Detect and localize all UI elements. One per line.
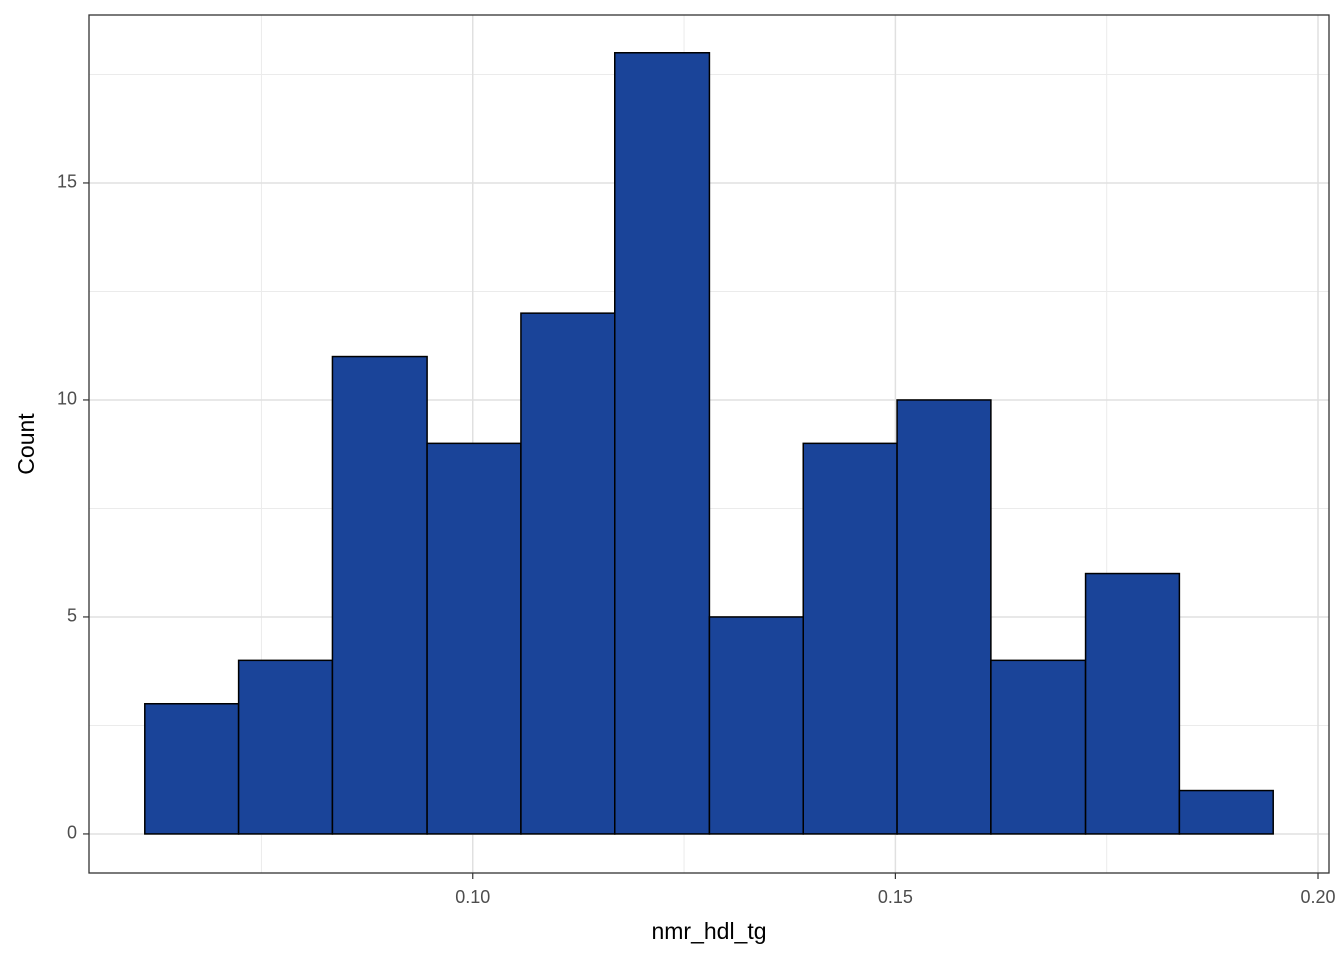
- bar: [614, 52, 711, 835]
- y-tick-label: 15: [57, 172, 77, 192]
- bar: [1084, 572, 1181, 835]
- bar: [1178, 789, 1274, 835]
- bar: [144, 702, 240, 835]
- y-axis-title: Count: [13, 413, 39, 475]
- y-tick-label: 5: [67, 606, 77, 626]
- bar: [426, 442, 522, 835]
- y-tick-label: 10: [57, 389, 77, 409]
- bar: [708, 616, 804, 835]
- bar: [990, 659, 1087, 835]
- x-axis-title: nmr_hdl_tg: [651, 918, 766, 944]
- panel-border: [88, 14, 1330, 874]
- bar: [896, 399, 992, 835]
- bar: [331, 355, 428, 835]
- bar: [237, 659, 334, 835]
- x-tick-label: 0.10: [455, 887, 490, 907]
- x-tick-label: 0.20: [1300, 887, 1335, 907]
- y-tick-label: 0: [67, 823, 77, 843]
- x-tick-label: 0.15: [878, 887, 913, 907]
- bar: [802, 442, 898, 835]
- bar: [520, 312, 616, 835]
